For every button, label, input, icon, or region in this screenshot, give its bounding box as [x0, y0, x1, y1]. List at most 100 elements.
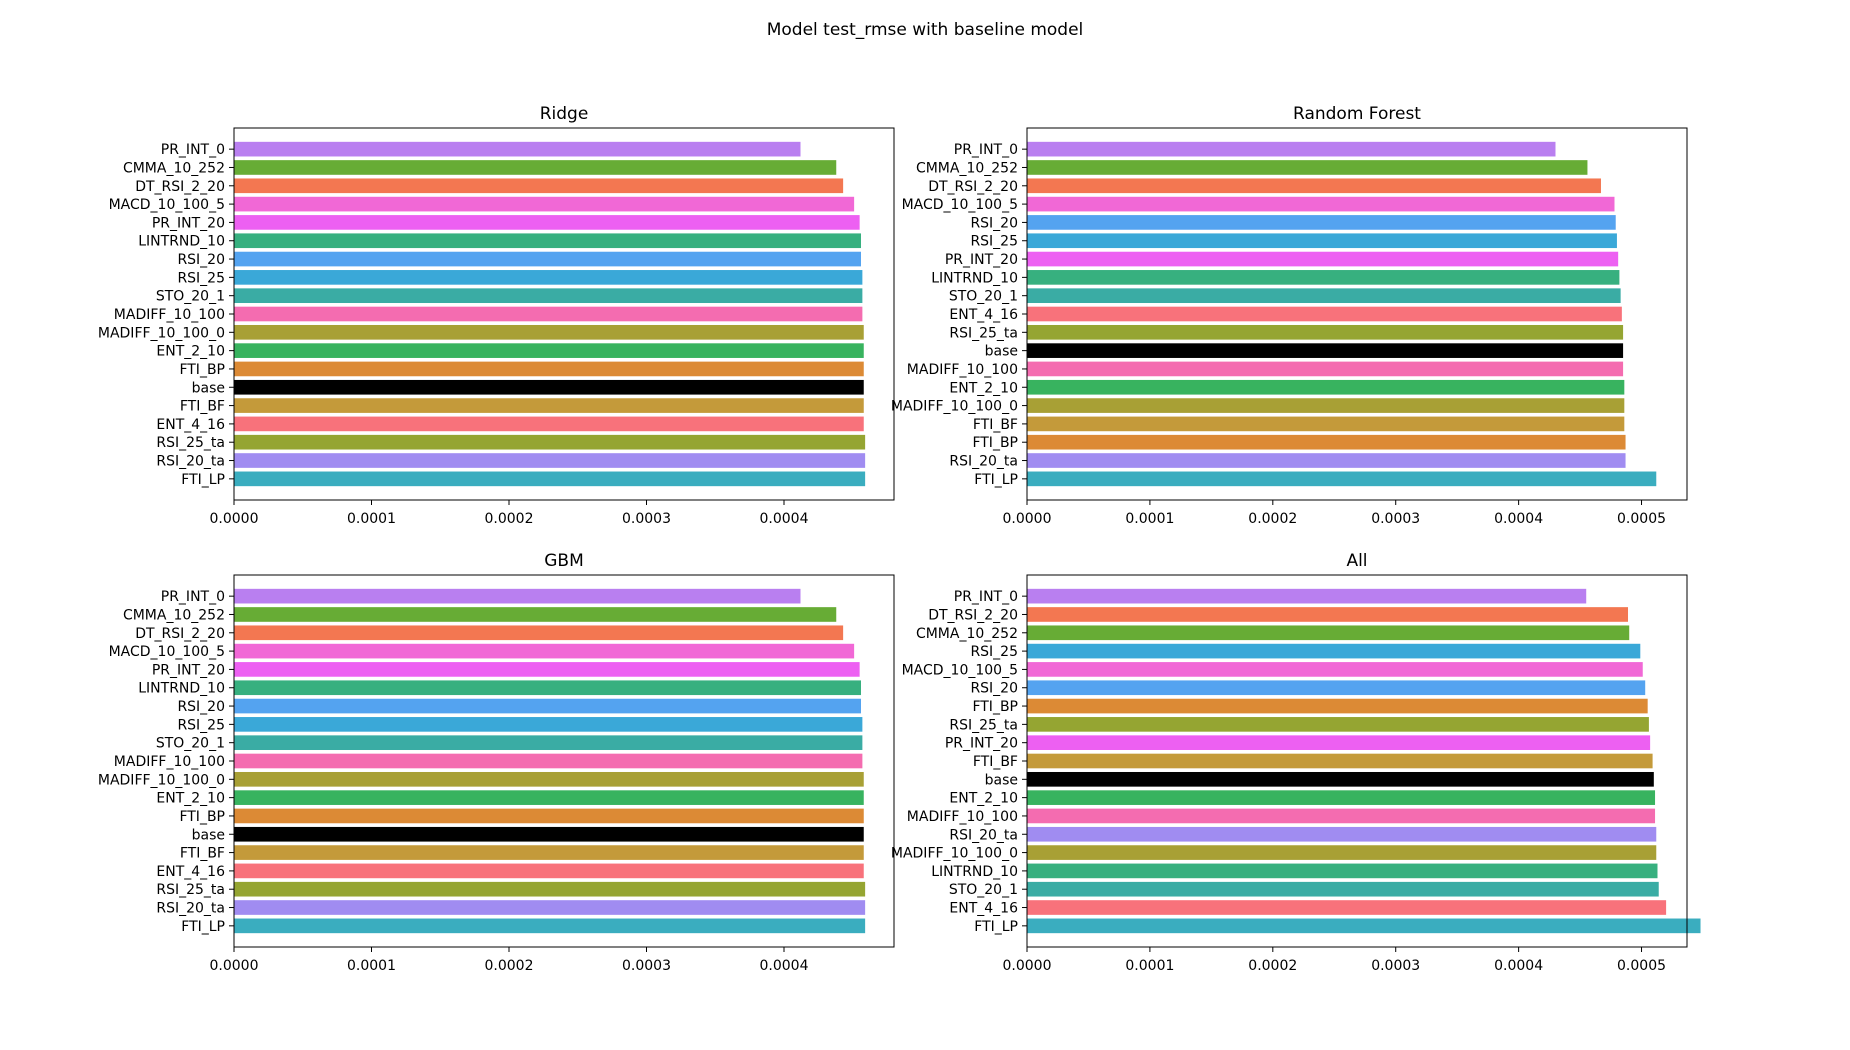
y-tick-label: FTI_BP [179, 362, 225, 378]
bar [1027, 717, 1649, 732]
y-tick-label: RSI_25_ta [156, 882, 225, 898]
y-tick-label: LINTRND_10 [931, 864, 1018, 880]
y-tick-label: MADIFF_10_100_0 [891, 846, 1018, 862]
y-tick-label: CMMA_10_252 [123, 160, 225, 176]
bar [1027, 434, 1626, 450]
y-tick-label: PR_INT_20 [152, 662, 225, 678]
y-tick-label: RSI_25 [970, 234, 1018, 250]
bar [234, 361, 864, 377]
y-tick-label: RSI_20 [177, 252, 225, 268]
y-tick-label: DT_RSI_2_20 [135, 626, 225, 642]
x-tick-label: 0.0005 [1617, 511, 1666, 527]
bar [1027, 270, 1620, 285]
y-tick-label: STO_20_1 [156, 289, 225, 305]
bar [234, 306, 863, 322]
bar [234, 643, 855, 659]
y-tick-label: CMMA_10_252 [123, 607, 225, 623]
y-tick-label: RSI_20_ta [156, 454, 225, 470]
y-tick-label: RSI_25_ta [156, 435, 225, 451]
axes-frame [233, 127, 895, 501]
bar [1027, 324, 1624, 340]
bar [234, 881, 866, 897]
bar [1027, 790, 1656, 805]
x-tick-label: 0.0000 [210, 958, 259, 974]
bar [1027, 196, 1615, 212]
bar [1027, 215, 1616, 230]
bar [234, 398, 864, 413]
y-tick-label: RSI_20_ta [949, 454, 1018, 470]
bar [1027, 607, 1629, 622]
y-tick-label: STO_20_1 [156, 736, 225, 752]
bar [234, 453, 866, 468]
chart-panel-3: GBM PR_INT_0 CMMA_10_252 DT_RSI_2_20 MACD_10… [98, 551, 895, 974]
bar [234, 900, 866, 915]
bar [1027, 625, 1630, 641]
axes-frame [233, 574, 895, 948]
y-tick-label: STO_20_1 [949, 289, 1018, 305]
bar [1027, 361, 1624, 377]
y-tick-label: MADIFF_10_100 [907, 362, 1018, 378]
y-tick-label: DT_RSI_2_20 [928, 607, 1018, 623]
x-tick-label: 0.0002 [1248, 958, 1297, 974]
chart-title: Random Forest [1293, 104, 1421, 124]
bar [1027, 160, 1588, 175]
y-tick-label: MADIFF_10_100_0 [891, 399, 1018, 415]
x-tick-label: 0.0003 [1371, 958, 1420, 974]
y-tick-label: PR_INT_0 [161, 142, 225, 158]
bar [1027, 471, 1657, 487]
y-tick-label: PR_INT_0 [161, 589, 225, 605]
bar [1027, 453, 1626, 468]
x-tick-label: 0.0005 [1617, 958, 1666, 974]
x-tick-label: 0.0001 [1125, 958, 1174, 974]
x-tick-label: 0.0003 [622, 511, 671, 527]
bar [234, 826, 864, 842]
y-tick-label: PR_INT_20 [945, 736, 1018, 752]
x-tick-label: 0.0002 [485, 511, 534, 527]
bar [234, 471, 866, 487]
y-tick-label: FTI_BP [179, 809, 225, 825]
bar [1027, 588, 1587, 604]
y-tick-label: STO_20_1 [949, 882, 1018, 898]
y-tick-label: ENT_4_16 [156, 864, 225, 880]
y-tick-label: base [985, 344, 1018, 360]
chart-panel-1: Ridge PR_INT_0 CMMA_10_252 DT_RSI_2_20 MACD_… [98, 104, 895, 527]
y-tick-label: ENT_4_16 [156, 417, 225, 433]
chart-panel-2: Random Forest PR_INT_0 CMMA_10_252 DT_RSI_2… [891, 104, 1688, 527]
bar [234, 251, 861, 267]
bar [234, 918, 866, 934]
bar [1027, 141, 1556, 157]
y-tick-label: RSI_25 [177, 717, 225, 733]
chart-title: All [1346, 551, 1367, 571]
y-tick-label: ENT_4_16 [949, 307, 1018, 323]
y-tick-label: MACD_10_100_5 [902, 197, 1018, 213]
y-tick-label: RSI_20 [970, 681, 1018, 697]
bar [1027, 698, 1648, 714]
axes-frame [1026, 574, 1688, 948]
bar [1027, 306, 1622, 322]
bar [234, 662, 860, 677]
y-tick-label: RSI_20 [970, 215, 1018, 231]
y-tick-label: RSI_25_ta [949, 717, 1018, 733]
chart-title: Ridge [540, 104, 589, 124]
bar [1027, 643, 1641, 659]
y-tick-label: FTI_LP [181, 472, 225, 488]
x-tick-label: 0.0002 [1248, 511, 1297, 527]
bar [234, 233, 861, 249]
axes-frame [1026, 127, 1688, 501]
bar [1027, 753, 1653, 769]
bar [1027, 178, 1601, 194]
bar [234, 416, 864, 432]
bar [234, 178, 844, 194]
x-tick-label: 0.0001 [347, 958, 396, 974]
bar [1027, 735, 1651, 751]
bar [234, 863, 864, 879]
y-tick-label: RSI_20_ta [949, 827, 1018, 843]
x-tick-label: 0.0004 [760, 511, 809, 527]
x-tick-label: 0.0001 [347, 511, 396, 527]
x-tick-label: 0.0003 [622, 958, 671, 974]
y-tick-label: ENT_2_10 [156, 791, 225, 807]
bar [234, 215, 860, 230]
bar [234, 698, 861, 714]
bar [1027, 826, 1657, 842]
